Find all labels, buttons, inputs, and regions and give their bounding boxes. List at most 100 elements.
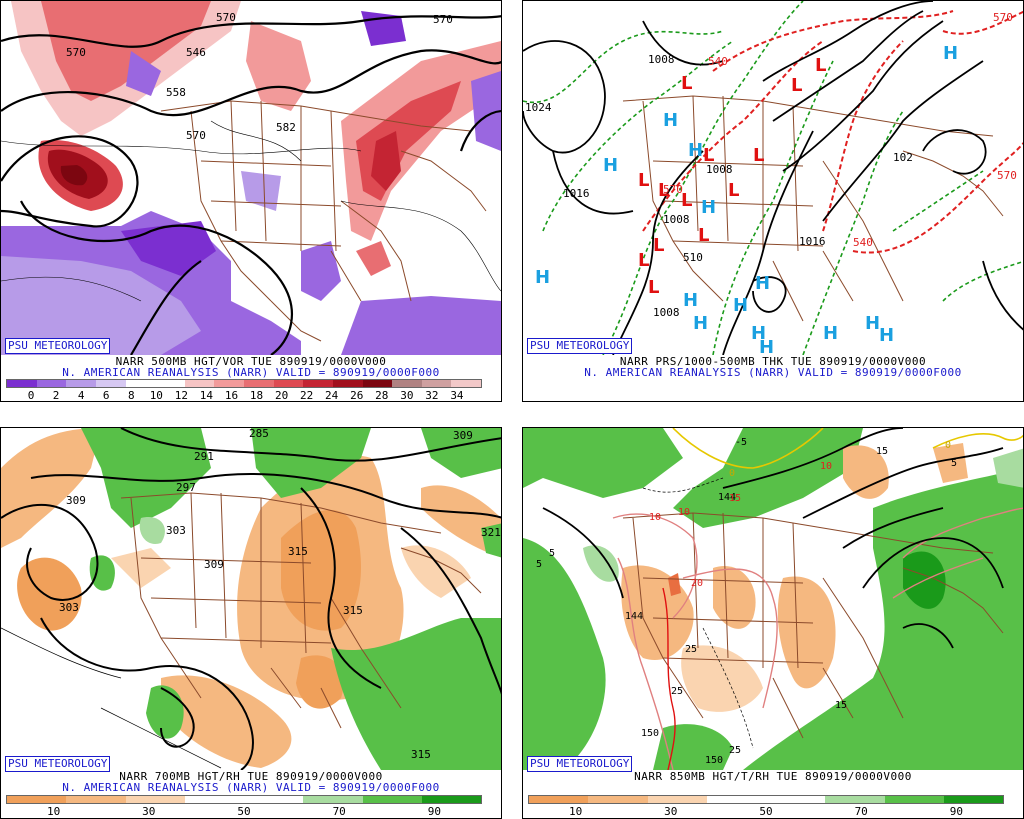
contour-label: 570 <box>663 183 683 196</box>
colorbar-tick-label: 70 <box>332 805 346 818</box>
contour-label: 291 <box>194 450 214 463</box>
colorbar-tick-label: 28 <box>375 389 389 402</box>
contour-label: 303 <box>166 524 186 537</box>
colorbar-tick-label: 14 <box>199 389 214 402</box>
high-pressure-symbol: H <box>535 267 550 288</box>
colorbar-swatch <box>155 380 185 387</box>
contour-label: 25 <box>729 745 741 756</box>
colorbar-tick-label: 24 <box>325 389 339 402</box>
colorbar-swatch <box>421 380 452 387</box>
colorbar-swatch <box>36 380 67 387</box>
contour-label: 150 <box>705 755 723 766</box>
colorbar-tick-label: 10 <box>149 389 163 402</box>
contour-label: 144 <box>718 492 736 503</box>
contour-label: 20 <box>691 578 703 589</box>
contour-label: 570 <box>216 11 236 24</box>
psu-logo-label: PSU METEOROLOGY <box>527 338 633 354</box>
high-pressure-symbol: H <box>663 110 678 131</box>
contour-label: 540 <box>853 236 873 249</box>
panel-pressure-thickness: H H H H H H H H H H H H H H H L L L L L … <box>522 0 1024 402</box>
low-pressure-symbol: L <box>653 235 664 256</box>
high-pressure-symbol: H <box>759 337 774 355</box>
contour-label: 315 <box>343 604 363 617</box>
colorbar-swatch <box>214 380 244 387</box>
contour-label: 150 <box>641 728 659 739</box>
contour-label: 15 <box>876 446 888 457</box>
colorbar-tick-label: 90 <box>949 805 964 818</box>
colorbar-swatch <box>647 796 707 803</box>
low-pressure-symbol: L <box>728 180 739 201</box>
contour-label: 1008 <box>706 163 733 176</box>
colorbar-swatch <box>825 796 885 803</box>
contour-label: -5 <box>735 437 747 448</box>
t850-map: -5 10 10 10 144 144 20 25 25 150 150 25 … <box>523 428 1023 770</box>
contour-label: 570 <box>186 129 206 142</box>
colorbar-tick-label: 12 <box>174 389 188 402</box>
map-title: NARR 500MB HGT/VOR TUE 890919/0000V000 <box>115 355 387 368</box>
colorbar-tick-label: 16 <box>224 389 239 402</box>
colorbar-swatch <box>392 380 422 387</box>
contour-label: 144 <box>625 611 643 622</box>
contour-label: 546 <box>186 46 206 59</box>
colorbar-swatch <box>184 380 215 387</box>
vorticity-colorbar <box>6 379 482 388</box>
colorbar-swatch <box>303 380 333 387</box>
contour-label: 315 <box>288 545 308 558</box>
low-pressure-symbol: L <box>681 73 692 94</box>
contour-label: 1016 <box>563 187 590 200</box>
colorbar-swatch <box>588 796 648 803</box>
rh700-colorbar-ticks: 10 30 50 70 90 <box>6 806 482 818</box>
colorbar-swatch <box>244 380 274 387</box>
colorbar-tick-label: 20 <box>274 389 289 402</box>
vorticity-map: 570 546 558 570 582 570 570 <box>1 1 501 355</box>
colorbar-swatch <box>7 796 67 803</box>
low-pressure-symbol: L <box>703 145 714 166</box>
low-pressure-symbol: L <box>753 145 764 166</box>
contour-label: 0 <box>945 440 951 451</box>
low-pressure-symbol: L <box>638 250 649 271</box>
colorbar-tick-label: 0 <box>27 389 35 402</box>
contour-label: 309 <box>204 558 224 571</box>
colorbar-swatch <box>244 796 304 803</box>
colorbar-tick-label: 22 <box>300 389 314 402</box>
map-subtitle: N. AMERICAN REANALYSIS (NARR) VALID = 89… <box>62 366 440 379</box>
contour-label: 15 <box>729 493 741 504</box>
high-pressure-symbol: H <box>943 43 958 64</box>
psu-logo-label: PSU METEOROLOGY <box>5 338 111 354</box>
colorbar-swatch <box>95 380 126 387</box>
map-title: NARR 700MB HGT/RH TUE 890919/0000V000 <box>119 770 383 783</box>
contour-label: 321 <box>481 526 501 539</box>
psu-logo-label: PSU METEOROLOGY <box>527 756 633 772</box>
colorbar-swatch <box>125 796 185 803</box>
contour-label: 582 <box>276 121 296 134</box>
colorbar-tick-label: 4 <box>77 389 85 402</box>
rh700-map: 285 291 297 303 309 309 315 315 303 309 … <box>1 428 501 770</box>
high-pressure-symbol: H <box>603 155 618 176</box>
colorbar-tick-label: 30 <box>142 805 156 818</box>
colorbar-tick-label: 26 <box>350 389 364 402</box>
map-subtitle: N. AMERICAN REANALYSIS (NARR) VALID = 89… <box>584 366 962 379</box>
colorbar-swatch <box>943 796 1003 803</box>
colorbar-tick-label: 30 <box>400 389 414 402</box>
high-pressure-symbol: H <box>755 273 770 294</box>
colorbar-tick-label: 30 <box>664 805 678 818</box>
t850-colorbar <box>528 795 1004 804</box>
colorbar-tick-label: 34 <box>450 389 464 402</box>
colorbar-tick-label: 50 <box>759 805 773 818</box>
high-pressure-symbol: H <box>683 290 698 311</box>
colorbar-swatch <box>303 796 363 803</box>
colorbar-swatch <box>66 380 96 387</box>
colorbar-tick-label: 32 <box>425 389 439 402</box>
colorbar-tick-label: 70 <box>854 805 868 818</box>
contour-label: 10 <box>649 512 661 523</box>
contour-label: 570 <box>66 46 86 59</box>
high-pressure-symbol: H <box>865 313 880 334</box>
colorbar-tick-label: 10 <box>568 805 583 818</box>
high-pressure-symbol: H <box>733 295 748 316</box>
high-pressure-symbol: H <box>688 140 703 161</box>
colorbar-swatch <box>362 796 422 803</box>
colorbar-tick-label: 6 <box>102 389 110 402</box>
high-pressure-symbol: H <box>823 323 838 344</box>
high-pressure-symbol: H <box>701 197 716 218</box>
colorbar-swatch <box>7 380 37 387</box>
